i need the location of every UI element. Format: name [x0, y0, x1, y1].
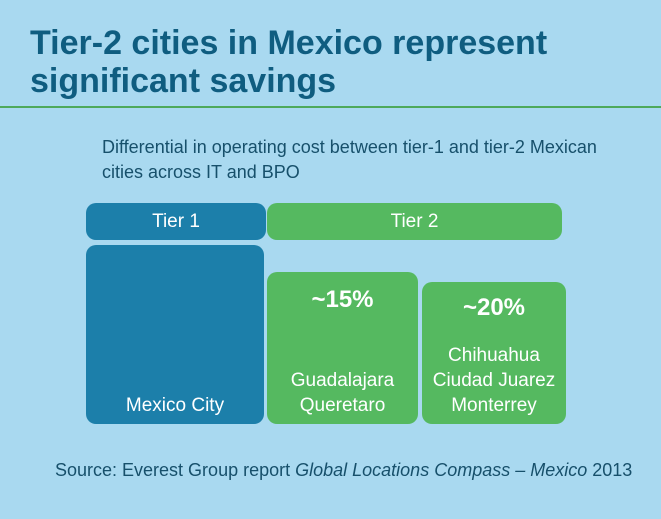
subtitle: Differential in operating cost between t…: [102, 137, 597, 182]
source-title: Global Locations Compass – Mexico: [295, 460, 588, 480]
city-label: Guadalajara: [290, 370, 395, 391]
differential: ~20%: [462, 294, 526, 321]
city-label: Chihuahua: [448, 345, 540, 366]
tier-2-header: Tier 2: [267, 203, 562, 240]
divider: [0, 106, 661, 108]
city-list: Guadalajara Queretaro: [267, 368, 418, 418]
source-note: Source: Everest Group report Global Loca…: [55, 457, 635, 483]
city-list: Chihuahua Ciudad Juarez Monterrey: [422, 343, 566, 418]
city-label: Ciudad Juarez: [432, 370, 556, 391]
city-label: Queretaro: [299, 395, 386, 416]
tier-2-group-box: ~20% Chihuahua Ciudad Juarez Monterrey: [422, 282, 566, 424]
tier-1-header: Tier 1: [86, 203, 266, 240]
city-label: Mexico City: [125, 395, 225, 416]
mexico-city-box: Mexico City: [86, 245, 264, 424]
source-text: Source: Everest Group report: [55, 460, 296, 480]
tier-2-group-box: ~15% Guadalajara Queretaro: [267, 272, 418, 424]
source-text: 2013: [587, 460, 633, 480]
differential: ~15%: [311, 286, 374, 313]
title: Tier-2 cities in Mexico represent signif…: [30, 24, 548, 100]
city-label: Monterrey: [451, 395, 537, 416]
